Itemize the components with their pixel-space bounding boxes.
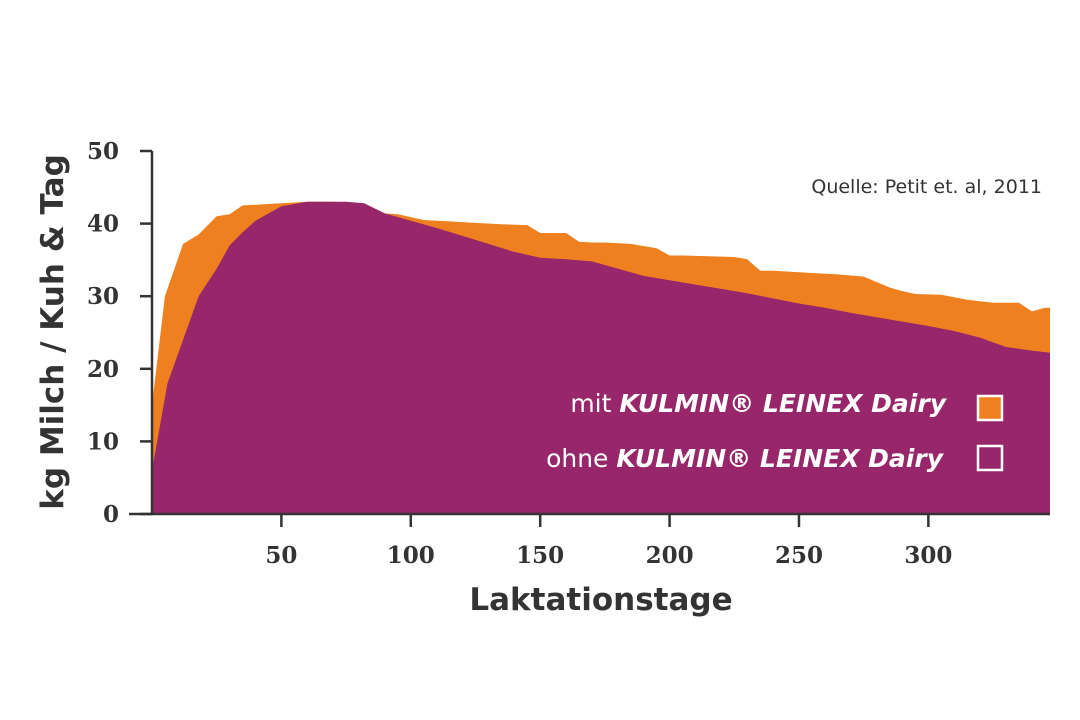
x-tick-label: 100 [387,542,435,569]
x-tick-label: 300 [904,542,952,569]
legend-label-mit-prefix: mit [570,389,619,418]
y-tick-label: 50 [87,138,119,165]
source-note: Quelle: Petit et. al, 2011 [811,176,1042,198]
x-tick-label: 150 [516,542,564,569]
y-ticks-group: 0 10 20 30 40 50 [87,138,152,528]
x-tick-label: 250 [775,542,823,569]
legend-label-ohne-product: KULMIN® LEINEX Dairy [616,444,944,473]
area-series-group [152,201,1050,515]
y-tick-label: 40 [87,211,119,238]
legend-swatch-ohne [976,444,1004,472]
area-series-ohne [152,201,1050,515]
y-tick-label: 20 [87,356,119,383]
legend-swatch-mit [976,394,1004,422]
x-ticks-group: 50 100 150 200 250 300 [265,514,952,569]
y-tick-label: 30 [87,283,119,310]
legend-label-mit-product: KULMIN® LEINEX Dairy [619,389,947,418]
legend-label-ohne-prefix: ohne [546,444,616,473]
x-axis-title: Laktationstage [469,582,732,618]
y-tick-label: 0 [103,501,119,528]
legend: mit KULMIN® LEINEX Dairy ohne KULMIN® LE… [546,389,1004,473]
x-tick-label: 200 [646,542,694,569]
y-axis-title: kg Milch / Kuh & Tag [35,154,71,510]
legend-label-mit: mit KULMIN® LEINEX Dairy [570,389,947,418]
y-tick-label: 10 [87,428,119,455]
legend-label-ohne: ohne KULMIN® LEINEX Dairy [546,444,945,473]
x-tick-label: 50 [265,542,297,569]
